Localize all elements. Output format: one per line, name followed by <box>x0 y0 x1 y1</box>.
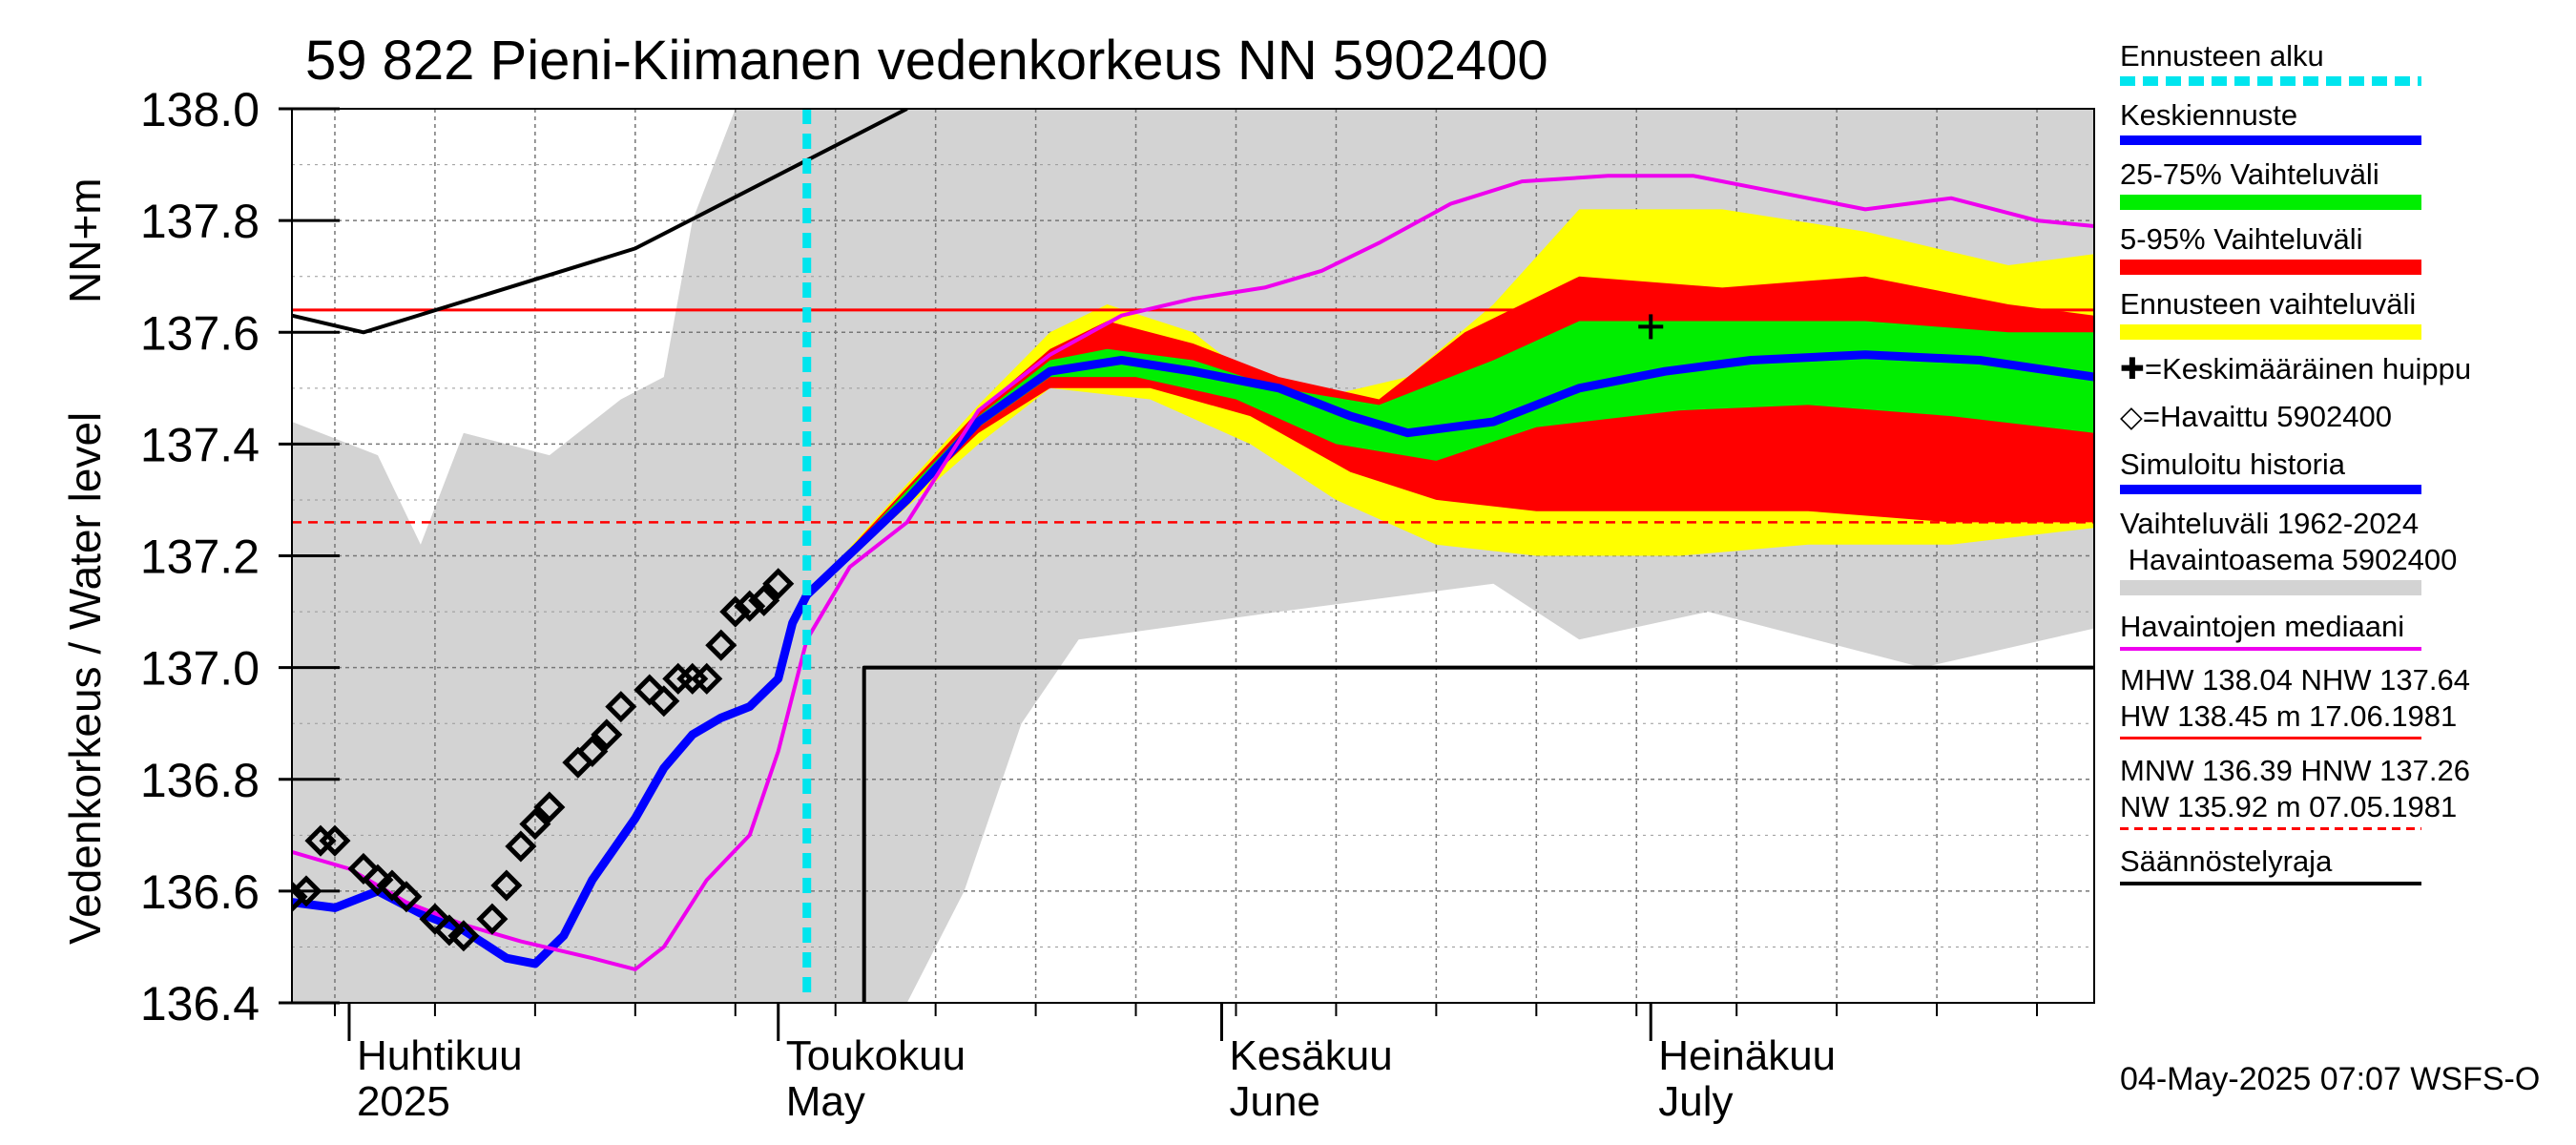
series-mhw-upper-limit <box>292 109 908 335</box>
y-tick-label: 137.2 <box>140 531 260 584</box>
legend-label: Havaintoasema 5902400 <box>2120 543 2458 576</box>
plot-area <box>292 109 2094 1003</box>
legend-item: ✚=Keskimääräinen huippu <box>2120 351 2568 387</box>
legend-symbol-red-bar <box>2120 260 2421 275</box>
legend-label: 5-95% Vaihteluväli <box>2120 222 2363 256</box>
legend-symbol-green-bar <box>2120 195 2421 210</box>
axes: 136.4 136.6 136.8 137.0 137.2 137.4 137.6 137.8… <box>140 83 2095 1125</box>
observed-point <box>719 595 752 628</box>
legend-symbol-grey-bar <box>2120 580 2421 595</box>
x-month-label-fi: Kesäkuu <box>1229 1032 1392 1079</box>
x-month-label-en: 2025 <box>357 1078 450 1125</box>
legend-symbol-yellow-bar <box>2120 324 2421 340</box>
observed-point <box>605 691 637 723</box>
series-s-nn-stelyraja <box>862 665 2094 1003</box>
legend-item: Ennusteen vaihteluväli <box>2120 286 2568 340</box>
observed-point <box>533 791 566 823</box>
legend-item: Säännöstelyraja <box>2120 843 2568 885</box>
observed-point <box>476 903 509 935</box>
observed-point <box>490 869 523 902</box>
y-axis-label-top: NN+m <box>60 177 110 303</box>
observed-point <box>292 875 322 907</box>
legend-symbol-blue-line <box>2120 135 2421 145</box>
legend-symbol-red-line <box>2120 737 2421 739</box>
observed-point <box>705 629 737 661</box>
legend-label: NW 135.92 m 07.05.1981 <box>2120 790 2458 823</box>
legend-label: Keskiennuste <box>2120 98 2298 132</box>
x-month-label-en: May <box>786 1078 865 1125</box>
legend-item: Keskiennuste <box>2120 97 2568 145</box>
observed-point <box>519 808 551 841</box>
x-month-label-fi: Toukokuu <box>786 1032 966 1079</box>
observed-point <box>591 718 623 751</box>
y-tick-label: 137.4 <box>140 418 260 471</box>
legend-label: MHW 138.04 NHW 137.64 <box>2120 663 2470 697</box>
y-axis-label: Vedenkorkeus / Water level <box>60 411 110 945</box>
legend-label: ✚=Keskimääräinen huippu <box>2120 352 2472 385</box>
legend-label: Havaintojen mediaani <box>2120 610 2405 643</box>
x-month-label-en: July <box>1658 1078 1733 1125</box>
legend-item: MHW 138.04 NHW 137.64 HW 138.45 m 17.06.1… <box>2120 662 2568 739</box>
legend-label: Säännöstelyraja <box>2120 844 2333 878</box>
legend-label: Simuloitu historia <box>2120 448 2346 481</box>
legend-symbol-magenta-line <box>2120 647 2421 651</box>
timestamp-footer: 04-May-2025 07:07 WSFS-O <box>2120 1061 2541 1097</box>
series-keskiennuste <box>803 350 2094 598</box>
observed-point <box>691 662 723 695</box>
legend-label: HW 138.45 m 17.06.1981 <box>2120 699 2458 733</box>
legend-symbol-red-dashed <box>2120 827 2421 830</box>
legend: Ennusteen alku Keskiennuste 25-75% Vaihtel… <box>2120 38 2568 897</box>
y-tick-label: 137.8 <box>140 195 260 248</box>
observed-points <box>292 568 795 952</box>
plot-content <box>292 109 2094 1003</box>
y-tick-label: 136.8 <box>140 754 260 807</box>
legend-symbol-dashed-cyan <box>2120 76 2421 86</box>
y-tick-label: 137.6 <box>140 306 260 360</box>
observed-point <box>447 920 480 952</box>
legend-label: MNW 136.39 HNW 137.26 <box>2120 754 2470 787</box>
legend-label: Vaihteluväli 1962-2024 <box>2120 507 2420 540</box>
range-25-75-band <box>806 321 2094 595</box>
observed-point <box>762 568 795 600</box>
y-tick-label: 136.6 <box>140 865 260 919</box>
legend-item: 25-75% Vaihteluväli <box>2120 156 2568 210</box>
legend-item: Vaihteluväli 1962-2024 Havaintoasema 590… <box>2120 506 2568 595</box>
observed-point <box>648 685 680 718</box>
observed-point <box>505 830 537 863</box>
y-tick-label: 136.4 <box>140 977 260 1030</box>
x-month-label-fi: Huhtikuu <box>357 1032 523 1079</box>
x-month-label-en: June <box>1229 1078 1319 1125</box>
observed-point <box>576 735 609 768</box>
legend-symbol-blue-line <box>2120 485 2421 494</box>
legend-item: Havaintojen mediaani <box>2120 609 2568 651</box>
observed-point <box>292 881 308 913</box>
legend-item: 5-95% Vaihteluväli <box>2120 221 2568 275</box>
average-peak-marker <box>1638 314 1664 340</box>
y-tick-label: 138.0 <box>140 83 260 136</box>
legend-item: ◇=Havaittu 5902400 <box>2120 399 2568 435</box>
observed-point <box>390 881 423 913</box>
observed-point <box>748 584 780 616</box>
legend-symbol-black-line <box>2120 882 2421 885</box>
legend-item: MNW 136.39 HNW 137.26 NW 135.92 m 07.05.1… <box>2120 753 2568 830</box>
series-havaintojen-mediaani <box>292 174 2094 971</box>
observed-point <box>734 590 766 622</box>
x-month-label-fi: Heinäkuu <box>1658 1032 1836 1079</box>
legend-label: 25-75% Vaihteluväli <box>2120 157 2379 191</box>
observed-point <box>319 824 351 857</box>
legend-label: Ennusteen vaihteluväli <box>2120 287 2417 321</box>
legend-item: Simuloitu historia <box>2120 447 2568 494</box>
y-tick-label: 137.0 <box>140 642 260 696</box>
legend-label: Ennusteen alku <box>2120 39 2324 73</box>
legend-label: ◇=Havaittu 5902400 <box>2120 400 2392 433</box>
chart-title: 59 822 Pieni-Kiimanen vedenkorkeus NN 59… <box>305 30 1548 92</box>
legend-item: Ennusteen alku <box>2120 38 2568 86</box>
